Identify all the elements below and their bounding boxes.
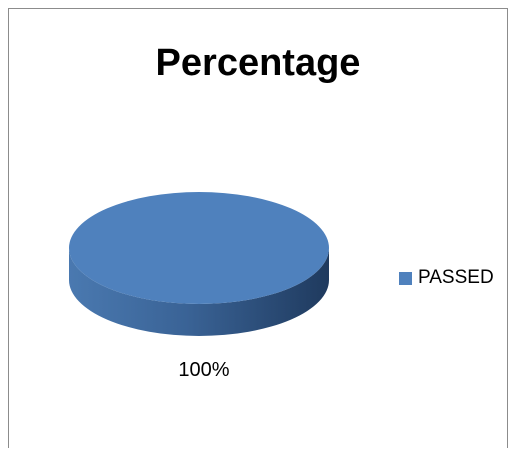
pie-chart — [69, 192, 329, 336]
legend-label-passed: PASSED — [418, 267, 494, 288]
data-label-passed: 100% — [178, 359, 230, 381]
legend: PASSED — [399, 267, 494, 289]
chart-title: Percentage — [155, 42, 361, 84]
chart-area: Percentage 100% PASSED — [8, 8, 508, 448]
legend-swatch-passed — [399, 271, 412, 285]
pie-slice-side-0 — [69, 248, 329, 336]
pie-slice-0 — [69, 192, 329, 304]
